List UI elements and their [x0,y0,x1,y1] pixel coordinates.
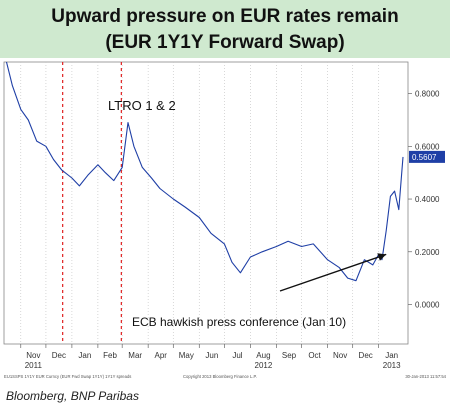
y-tick-label: 0.4000 [415,195,440,204]
x-tick-label: Apr [155,351,168,360]
chart-footer: EU1SSPS 1Y1Y EUR Curncy (EUR Fwd Swap 1Y… [4,374,447,379]
x-tick-label: Aug [256,351,270,360]
y-tick-label: 0.6000 [415,142,440,151]
footer-left: EU1SSPS 1Y1Y EUR Curncy (EUR Fwd Swap 1Y… [4,374,131,379]
y-tick-label: 0.8000 [415,90,440,99]
x-year-label: 2013 [383,361,401,370]
x-tick-label: Dec [359,351,373,360]
chart-title-line-2: (EUR 1Y1Y Forward Swap) [105,32,345,53]
x-tick-label: May [179,351,194,360]
annotation-arrow-head [377,253,387,261]
footer-right: 30-Jan-2013 11:57:54 [405,374,446,379]
series-line [5,61,404,282]
footer-center: Copyright 2013 Bloomberg Finance L.P. [183,374,257,379]
annotations: LTRO 1 & 2 ECB hawkish press conference (… [108,98,387,329]
y-tick-label: 0.2000 [415,248,440,257]
x-tick-label: Oct [308,351,321,360]
x-tick-label: Feb [103,351,117,360]
y-axis: 0.8000 0.6000 0.4000 0.2000 0.0000 0.5607 [408,90,445,309]
grid-layer [20,62,380,344]
chart-title-banner: Upward pressure on EUR rates remain (EUR… [0,0,450,58]
x-tick-label: Sep [282,351,297,360]
x-tick-label: Jan [78,351,91,360]
y-tick-label: 0.0000 [415,300,440,309]
line-chart: 0.8000 0.6000 0.4000 0.2000 0.0000 0.5607 Nov… [3,61,447,379]
annotation-arrow-line [279,253,387,292]
x-tick-label: Mar [128,351,142,360]
annotation-ecb: ECB hawkish press conference (Jan 10) [132,315,346,329]
x-tick-label: Nov [333,351,347,360]
x-tick-label: Jun [205,351,218,360]
last-value-box [409,150,445,163]
chart-title-line-1: Upward pressure on EUR rates remain [51,6,399,27]
series-layer [5,61,404,282]
x-year-label: 2012 [255,361,273,370]
x-tick-label: Jul [232,351,242,360]
x-year-label: 2011 [25,361,43,370]
annotation-ltro: LTRO 1 & 2 [108,98,176,113]
x-tick-label: Dec [52,351,66,360]
last-value-label: 0.5607 [412,153,437,162]
event-lines [62,62,122,344]
x-tick-label: Nov [26,351,40,360]
x-tick-label: Jan [385,351,398,360]
source-note: Bloomberg, BNP Paribas [6,389,139,403]
plot-area [3,61,409,345]
